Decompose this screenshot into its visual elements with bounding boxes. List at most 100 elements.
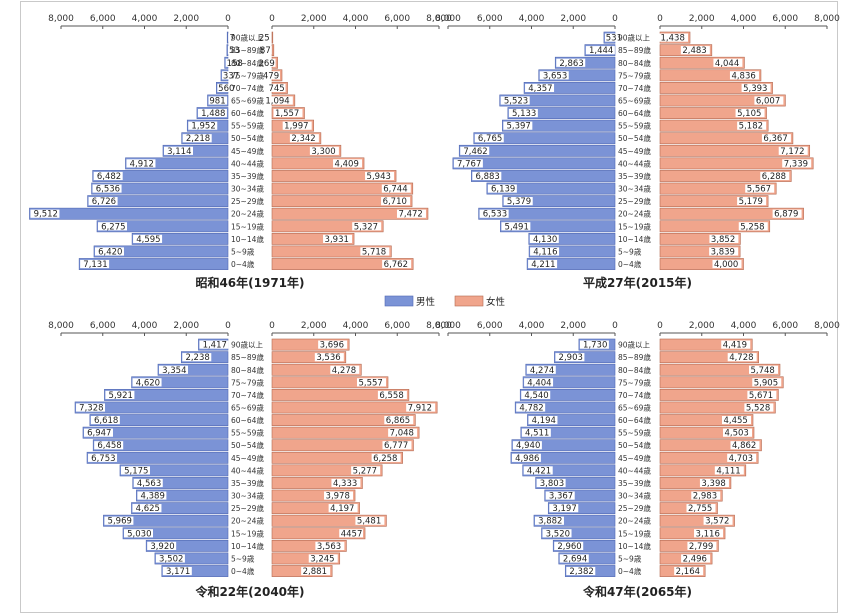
male-value-box (530, 247, 560, 256)
female-bar (271, 44, 275, 57)
male-value-label: 6,618 (94, 416, 118, 426)
male-value-box (227, 46, 242, 55)
female-value-box (713, 58, 743, 67)
age-group-label: 60~64歳 (618, 415, 651, 425)
female-bar (271, 144, 342, 157)
male-value-label: 53 (229, 46, 240, 56)
female-value-box (727, 353, 757, 362)
male-value-box (217, 83, 236, 93)
pyramid-panel-1: 8,000 6,000 4,000 2,000 0 0 2,000 4,000 6,000 8,0… (29, 14, 452, 290)
male-value-label: 6,533 (483, 210, 507, 220)
age-group-label: 30~34歳 (231, 491, 264, 501)
female-bar (271, 527, 366, 540)
female-value-label: 6,744 (383, 185, 407, 195)
male-value-label: 2,863 (559, 59, 583, 69)
female-value-box (782, 159, 812, 168)
male-bar (157, 363, 229, 376)
female-bar (659, 363, 781, 376)
male-value-box (104, 516, 134, 525)
male-value-label: 531 (606, 34, 622, 44)
age-group-label: 85~89歳 (618, 352, 651, 362)
male-value-label: 4,274 (530, 366, 554, 376)
female-value-box (282, 121, 312, 130)
male-value-box (88, 453, 118, 462)
female-axis-tick-label: 4,000 (731, 321, 757, 331)
male-value-box (528, 415, 558, 425)
male-axis-tick-label: 4,000 (132, 14, 158, 24)
female-value-label: 3,931 (325, 235, 349, 245)
female-value-label: 4,044 (715, 59, 739, 69)
male-bar (533, 514, 616, 527)
male-value-label: 4,912 (130, 159, 154, 169)
female-value-label: 479 (263, 71, 279, 81)
female-value-box (263, 96, 293, 105)
age-group-label: 60~64歳 (618, 108, 651, 118)
male-axis-tick-label: 2,000 (173, 14, 199, 24)
age-group-label: 55~59歳 (231, 428, 264, 438)
male-value-label: 5,379 (507, 197, 531, 207)
female-value-box (659, 33, 689, 42)
age-group-label: 40~44歳 (618, 465, 651, 475)
male-value-label: 4,389 (141, 492, 165, 502)
female-value-label: 5,258 (740, 222, 764, 232)
female-bar (659, 195, 769, 208)
male-bar (29, 207, 229, 220)
male-value-box (487, 184, 517, 193)
male-value-box (182, 134, 212, 143)
pyramid-panel-2: 8,000 6,000 4,000 2,000 0 0 2,000 4,000 6,000 8,0… (435, 14, 840, 290)
male-value-label: 6,947 (87, 429, 111, 439)
male-value-box (549, 504, 579, 513)
panel-title: 平成27年(2015年) (583, 275, 692, 290)
female-value-box (388, 428, 418, 437)
female-value-label: 3,300 (311, 147, 335, 157)
age-group-label: 35~39歳 (231, 478, 264, 488)
female-bar (271, 514, 387, 527)
female-value-label: 2,755 (688, 504, 712, 514)
female-value-label: 87 (260, 46, 271, 56)
female-value-label: 4,278 (332, 366, 356, 376)
female-value-box (360, 247, 390, 256)
male-value-label: 6,458 (97, 441, 121, 451)
male-value-box (133, 234, 163, 243)
female-value-label: 5,567 (747, 185, 771, 195)
female-bar (659, 69, 762, 82)
female-axis-tick-label: 6,000 (384, 321, 410, 331)
male-bar (154, 552, 229, 565)
female-value-box (371, 453, 401, 462)
male-value-label: 5,523 (504, 97, 528, 107)
male-bar (162, 144, 229, 157)
female-value-box (714, 466, 744, 475)
female-value-label: 1,094 (265, 97, 289, 107)
female-axis-tick-label: 6,000 (384, 14, 410, 24)
male-value-box (126, 159, 156, 168)
male-value-label: 6,753 (91, 454, 115, 464)
male-axis-tick-label: 8,000 (48, 321, 74, 331)
female-value-box (330, 365, 360, 374)
male-bar (525, 363, 616, 376)
male-value-box (163, 146, 193, 155)
female-bar (659, 82, 773, 94)
male-value-label: 3,114 (167, 147, 191, 157)
male-value-label: 5,175 (124, 466, 148, 476)
female-value-label: 25 (259, 34, 270, 44)
panel-title: 令和22年(2040年) (194, 584, 304, 599)
age-group-label: 80~84歳 (231, 58, 264, 68)
female-value-box (752, 378, 782, 387)
male-bar (226, 44, 229, 57)
male-axis-tick-label: 0 (612, 321, 618, 331)
age-group-label: 85~89歳 (618, 45, 651, 55)
male-value-label: 2,218 (186, 134, 210, 144)
male-value-box (30, 209, 60, 218)
male-axis-tick-label: 0 (612, 14, 618, 24)
female-bar (271, 363, 362, 376)
male-value-box (197, 108, 227, 118)
female-value-label: 5,179 (739, 197, 763, 207)
female-bar (271, 426, 420, 439)
male-value-box (225, 58, 245, 67)
male-value-label: 4,625 (136, 504, 160, 514)
female-bar (271, 232, 355, 245)
age-group-label: 10~14歳 (618, 541, 651, 551)
male-value-box (158, 365, 188, 374)
male-value-label: 1,730 (583, 341, 607, 351)
age-group-label: 10~14歳 (231, 234, 264, 244)
